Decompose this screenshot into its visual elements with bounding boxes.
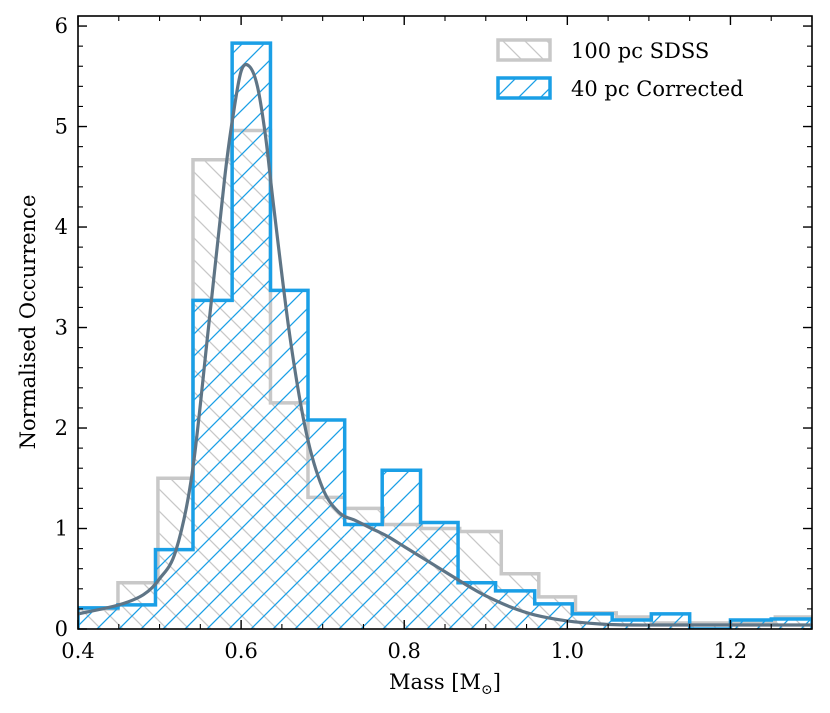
bar-40-pc-corrected-6 (307, 419, 345, 629)
x-tick-label: 0.6 (224, 639, 257, 663)
y-tick-label: 4 (55, 215, 68, 239)
y-tick-label: 2 (55, 416, 68, 440)
bar-40-pc-corrected-2 (155, 549, 193, 629)
legend-swatch-100pc-sdss (496, 38, 552, 62)
y-tick-label: 3 (55, 316, 68, 340)
bar-40-pc-corrected-8 (382, 470, 421, 629)
kde-curve (78, 62, 812, 627)
x-tick-label: 0.8 (388, 639, 421, 663)
x-tick-label: 1.0 (551, 639, 584, 663)
plot-area (78, 41, 812, 629)
bar-40-pc-corrected-7 (344, 524, 383, 629)
axis-ticks (77, 16, 813, 630)
x-axis-label: Mass [M⊙] (389, 670, 501, 698)
y-tick-label: 6 (55, 14, 68, 38)
bar-40-pc-corrected-4 (232, 43, 271, 629)
bar-40-pc-corrected-1 (117, 604, 156, 629)
x-tick-label: 1.2 (714, 639, 747, 663)
x-axis-label-main: Mass [M (389, 670, 481, 694)
y-tick-label: 0 (55, 617, 68, 641)
legend-label-100pc-sdss: 100 pc SDSS (571, 39, 709, 63)
y-tick-label: 1 (55, 517, 68, 541)
y-tick-label: 5 (55, 115, 68, 139)
x-tick-label: 0.4 (61, 639, 94, 663)
bar-40-pc-corrected-5 (270, 290, 308, 629)
outline-40-pc-corrected (78, 41, 812, 629)
x-axis-label-close: ] (493, 670, 501, 694)
bar-40-pc-corrected-3 (192, 300, 233, 629)
legend-label-40pc-corrected: 40 pc Corrected (571, 77, 744, 101)
bar-40-pc-corrected-15 (651, 613, 690, 629)
x-axis-label-sub: ⊙ (481, 682, 493, 698)
y-axis-label: Normalised Occurrence (16, 195, 40, 450)
legend-swatch-40pc-corrected (496, 76, 552, 100)
legend: 100 pc SDSS 40 pc Corrected (496, 38, 744, 101)
tick-labels: 0.4 0.6 0.8 1.0 1.2 0 1 2 3 4 5 6 (55, 14, 748, 663)
